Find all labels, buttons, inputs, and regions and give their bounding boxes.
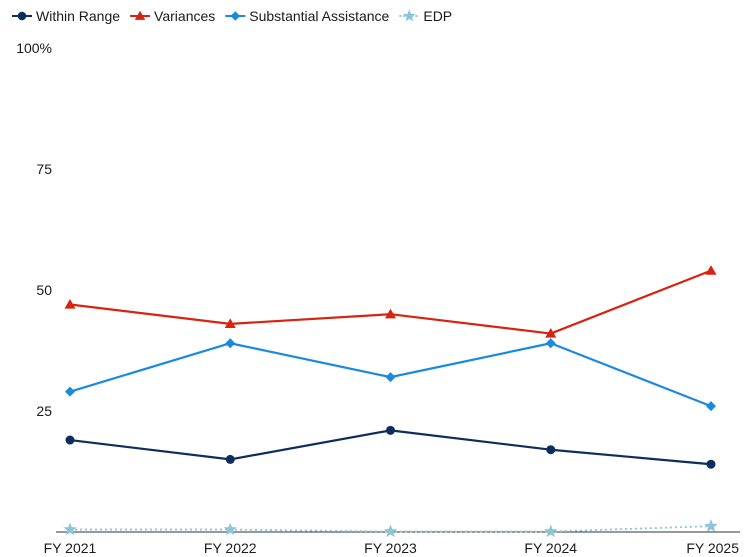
data-point [706,459,716,469]
y-axis: 25 50 75 100% [16,40,52,419]
legend-label: Within Range [36,8,120,24]
data-point [385,308,396,319]
data-point [65,386,75,397]
x-tick-label: FY 2024 [524,540,577,556]
data-point [705,265,717,275]
legend-label: Variances [154,8,215,24]
x-tick-label: FY 2022 [204,540,257,556]
data-point [223,522,237,536]
series-line [69,429,712,466]
data-point [65,435,75,445]
data-point [385,372,396,383]
x-tick-label: FY 2023 [364,540,417,556]
plot-area [63,265,718,538]
legend-item-edp: EDP [399,8,452,24]
x-tick-label: FY 2021 [44,540,97,556]
data-point [225,338,236,349]
data-point [383,524,398,538]
data-point [386,425,395,435]
x-axis: FY 2021 FY 2022 FY 2023 FY 2024 FY 2025 [44,540,740,556]
data-point [704,519,718,532]
data-point [64,299,76,309]
series-line [69,269,712,335]
legend-marker [230,11,241,21]
series-within-range [65,425,716,469]
legend-item-substantial-assistance: Substantial Assistance [225,8,390,24]
data-point [63,522,77,536]
y-tick-label: 100% [16,40,52,56]
legend-marker [403,9,416,22]
data-point [224,318,236,329]
legend-item-within-range: Within Range [12,8,120,24]
data-point [545,328,557,338]
data-point [545,338,556,349]
data-point [546,445,556,455]
y-tick-label: 75 [36,161,52,177]
series-variances [64,265,717,338]
series-substantial-assistance [65,338,716,412]
y-tick-label: 25 [36,403,52,419]
series-edp [63,519,718,538]
legend-marker [134,10,146,20]
legend-marker [17,11,27,21]
data-point [706,401,716,412]
legend-item-variances: Variances [130,8,215,24]
data-point [544,524,558,538]
y-tick-label: 50 [36,282,52,298]
legend: Within Range Variances Substantial Assista… [12,8,452,24]
legend-label: Substantial Assistance [249,8,389,24]
x-tick-label: FY 2025 [686,540,739,556]
legend-label: EDP [423,8,452,24]
data-point [225,454,235,464]
